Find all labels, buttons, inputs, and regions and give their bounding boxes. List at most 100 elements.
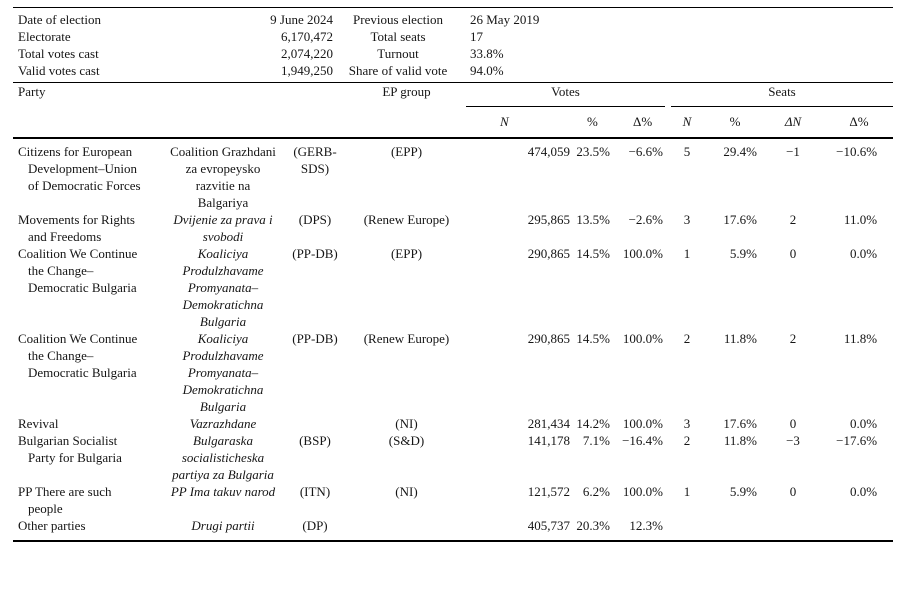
table-row: Movements for Rights and Freedoms Dvijen… [13,211,893,245]
seats-dn-value [761,517,825,534]
summary-label: Total seats [370,29,426,44]
votes-pct-value: 13.5% [576,212,610,227]
votes-dpct-value: 12.3% [629,518,664,533]
votes-n-value: 405,737 [527,518,570,533]
votes-n-value: 295,865 [527,212,570,227]
seats-n-value: 1 [683,246,691,261]
column-group-seats: Seats [665,83,894,107]
summary-value: 6,170,472 [281,29,333,44]
ep-group-value: (EPP) [390,246,423,261]
seats-n-value: 5 [683,144,691,159]
seats-pct-value: 29.4% [723,144,758,159]
seats-dpct-value: 11.0% [843,212,878,227]
party-name-english: Movements for Rights and Freedoms [18,212,135,244]
ep-group-value: (EPP) [390,144,423,159]
votes-dpct-value: 100.0% [622,246,664,261]
column-header-ep-group: EP group [382,84,431,99]
table-body: Citizens for European Development–Union … [13,138,894,542]
party-name-english: Coalition We Continue the Change–Democra… [18,246,138,295]
seats-dpct-value: −17.6% [836,433,878,448]
summary-label: Valid votes cast [18,63,100,78]
party-name-native: Koaliciya Produlzhavame Promyanata–Demok… [182,246,264,329]
summary-value: 2,074,220 [281,46,333,61]
table-row: Other parties Drugi partii (DP) 405,737 … [13,517,893,534]
ep-group-value: (Renew Europe) [363,331,450,346]
party-name-native: Koaliciya Produlzhavame Promyanata–Demok… [182,331,264,414]
summary-value: 94.0% [470,63,504,78]
seats-dn-value: −1 [786,144,800,159]
summary-label: Date of election [18,12,102,27]
party-name-native: Coalition Grazhdani za evropeysko razvit… [170,144,276,210]
seats-pct-value: 17.6% [723,416,758,431]
column-group-votes: Votes [466,83,666,107]
party-name-native: PP Ima takuv narod [170,484,276,499]
seats-pct-value: 5.9% [729,484,758,499]
votes-n-value: 290,865 [527,246,570,261]
seats-dpct-value: −10.6% [836,144,878,159]
column-header-seats-dpct: Δ% [825,107,894,139]
summary-label: Previous election [353,12,443,27]
election-summary: Date of election 9 June 2024 Previous el… [13,8,893,83]
seats-dn-value: −3 [786,433,800,448]
seats-n-value: 2 [683,433,691,448]
party-name-native: Drugi partii [191,518,255,533]
summary-label: Turnout [377,46,419,61]
summary-value: 9 June 2024 [270,12,333,27]
seats-dn-value: 0 [789,484,797,499]
summary-value: 17 [470,29,483,44]
column-header-votes-dpct: Δ% [613,107,666,139]
seats-dn-value: 0 [789,416,797,431]
seats-n-value: 3 [683,212,691,227]
ep-group-value: (S&D) [388,433,425,448]
table-row: Bulgarian Socialist Party for Bulgaria B… [13,432,893,483]
party-name-native: Vazrazhdane [189,416,257,431]
summary-value: 1,949,250 [281,63,333,78]
summary-value: 26 May 2019 [470,12,540,27]
votes-n-value: 141,178 [527,433,570,448]
table-row: Coalition We Continue the Change–Democra… [13,330,893,415]
party-name-english: Citizens for European Development–Union … [18,144,141,193]
votes-pct-value: 6.2% [582,484,610,499]
summary-label: Share of valid vote [348,63,448,78]
votes-spanner-label: Votes [466,83,666,107]
votes-dpct-value: −16.4% [622,433,664,448]
seats-pct-value: 5.9% [729,246,758,261]
votes-pct-value: 14.5% [576,246,610,261]
votes-dpct-value: −2.6% [628,212,664,227]
votes-n-value: 290,865 [527,331,570,346]
party-name-english: PP There are such people [18,484,112,516]
votes-dpct-value: 100.0% [622,484,664,499]
ep-group-value: (NI) [395,484,418,499]
bottom-rule [13,534,894,542]
table-row: PP There are such people PP Ima takuv na… [13,483,893,517]
votes-n-value: 474,059 [527,144,570,159]
table-row: Revival Vazrazhdane (NI) 281,434 14.2% 1… [13,415,893,432]
party-name-english: Other parties [18,518,86,533]
votes-dpct-value: 100.0% [622,331,664,346]
ep-group-value: (NI) [395,416,418,431]
party-abbreviation: (BSP) [299,433,331,448]
results-grid: Party EP group Votes Seats N % Δ% N % ΔN… [13,83,894,542]
votes-dpct-value: −6.6% [628,144,664,159]
votes-n-value: 121,572 [527,484,570,499]
party-abbreviation [283,415,347,432]
party-name-native: Dvijenie za prava i svobodi [173,212,273,244]
party-name-native: Bulgaraska socialisticheska partiya za B… [172,433,274,482]
column-header-votes-pct: % [573,107,613,139]
seats-pct-value: 11.8% [723,331,758,346]
table-row: Coalition We Continue the Change–Democra… [13,245,893,330]
election-results-table: Date of election 9 June 2024 Previous el… [13,7,894,542]
party-abbreviation: (GERB-SDS) [293,144,337,176]
table-row: Citizens for European Development–Union … [13,138,893,211]
seats-dpct-value: 0.0% [849,416,878,431]
votes-n-value: 281,434 [527,416,570,431]
party-abbreviation: (ITN) [299,484,331,499]
seats-spanner-label: Seats [671,83,894,107]
seats-n-value: 1 [683,484,691,499]
summary-value: 33.8% [470,46,504,61]
seats-pct-value: 11.8% [723,433,758,448]
ep-group-value [347,517,466,534]
summary-label: Total votes cast [18,46,99,61]
ep-group-value: (Renew Europe) [363,212,450,227]
seats-n-value [665,517,709,534]
